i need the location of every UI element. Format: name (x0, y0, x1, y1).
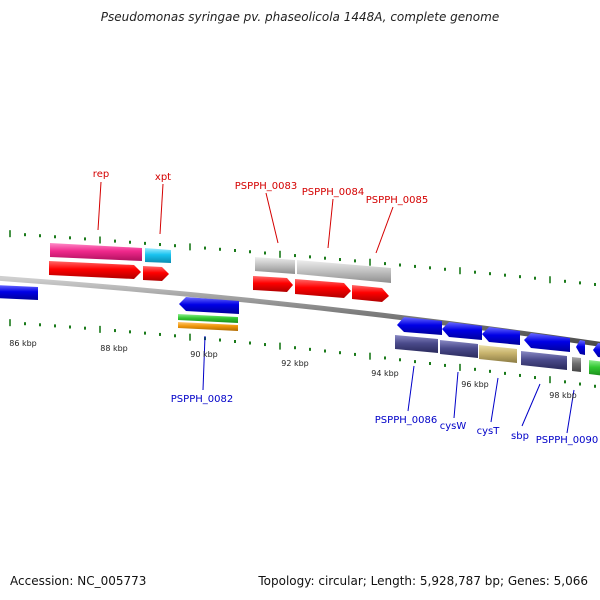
pspph-0084-feature-gray[interactable] (297, 260, 391, 283)
small-feature-gray[interactable] (572, 357, 581, 372)
sbp-cds-arrow[interactable] (524, 333, 570, 352)
pspph-0083-feature-gray[interactable] (255, 257, 295, 274)
right-edge-feature-green[interactable] (589, 360, 600, 376)
small-cds-arrow-1[interactable] (576, 340, 585, 355)
xpt-cds-arrow[interactable] (143, 266, 169, 281)
pspph-0084-cds-arrow[interactable] (295, 279, 351, 298)
gene-label-pspph-0083[interactable]: PSPPH_0083 (235, 181, 297, 192)
scale-label-94: 94 kbp (371, 369, 399, 378)
scale-label-92: 92 kbp (281, 359, 309, 368)
top-leader-lines (97, 181, 394, 254)
map-title: Pseudomonas syringae pv. phaseolicola 14… (100, 10, 500, 24)
gene-label-pspph-0084[interactable]: PSPPH_0084 (302, 187, 364, 198)
right-edge-cds-arrow[interactable] (593, 343, 600, 358)
pspph-0086-cds-arrow[interactable] (397, 317, 442, 335)
cyst-feature-khaki[interactable] (479, 345, 517, 363)
scale-label-88: 88 kbp (100, 344, 128, 353)
tick-marks-inner (9, 319, 596, 388)
pspph-0082-feature-green[interactable] (178, 314, 238, 323)
scale-label-96: 96 kbp (461, 380, 489, 389)
gene-label-pspph-0086[interactable]: PSPPH_0086 (375, 415, 437, 426)
gene-label-xpt[interactable]: xpt (155, 172, 171, 183)
reverse-features (0, 285, 600, 376)
left-edge-cds-arrow[interactable] (0, 285, 38, 300)
scale-label-86: 86 kbp (9, 339, 37, 348)
accession-text: Accession: NC_005773 (10, 574, 147, 588)
xpt-feature-cyan[interactable] (145, 248, 171, 263)
gene-label-cyst[interactable]: cysT (477, 426, 501, 437)
tick-marks-outer (9, 230, 596, 286)
topology-summary: Topology: circular; Length: 5,928,787 bp… (258, 574, 588, 588)
pspph-0083-cds-arrow[interactable] (253, 276, 293, 292)
pspph-0082-cds-arrow[interactable] (179, 297, 239, 314)
gene-label-sbp[interactable]: sbp (511, 431, 529, 442)
gene-label-cysw[interactable]: cysW (440, 421, 467, 432)
cyst-cds-arrow[interactable] (482, 327, 520, 345)
rep-feature-pink[interactable] (50, 243, 142, 261)
cysw-feature-purple[interactable] (440, 340, 478, 358)
sbp-feature-purple[interactable] (521, 351, 567, 370)
scale-label-90: 90 kbp (190, 350, 218, 359)
pspph-0085-cds-arrow[interactable] (352, 285, 389, 302)
gene-label-pspph-0082[interactable]: PSPPH_0082 (171, 394, 233, 405)
bottom-leader-lines (202, 335, 575, 434)
pspph-0082-feature-orange[interactable] (178, 322, 238, 331)
gene-label-pspph-0090[interactable]: PSPPH_0090 (536, 435, 598, 446)
gene-label-pspph-0085[interactable]: PSPPH_0085 (366, 195, 428, 206)
scale-label-98: 98 kbp (549, 391, 577, 400)
gene-label-rep[interactable]: rep (93, 169, 109, 180)
forward-features (49, 243, 391, 302)
pspph-0086-feature-purple[interactable] (395, 335, 438, 353)
cysw-cds-arrow[interactable] (442, 322, 482, 340)
rep-cds-arrow[interactable] (49, 261, 141, 279)
